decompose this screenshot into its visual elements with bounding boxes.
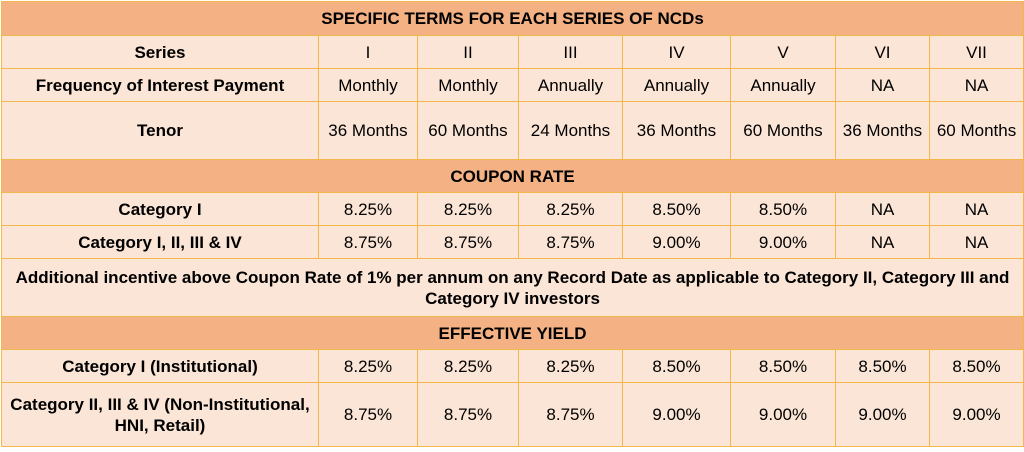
cell: Annually [622, 68, 731, 102]
row-label: Frequency of Interest Payment [1, 68, 319, 102]
cell: 8.50% [835, 349, 930, 383]
cell: 8.25% [518, 192, 623, 226]
row-label: Series [1, 35, 319, 69]
cell: 9.00% [928, 382, 1024, 447]
title-row: SPECIFIC TERMS FOR EACH SERIES OF NCDs [0, 1, 1024, 36]
cell: 8.25% [318, 349, 418, 383]
cell: 8.75% [318, 382, 418, 447]
row-label: Category I [1, 192, 319, 226]
data-row: Category II, III & IV (Non-Institutional… [1, 382, 1024, 447]
cell: 9.00% [622, 225, 731, 259]
cell: 8.75% [518, 225, 623, 259]
cell: 8.75% [417, 382, 519, 447]
cell: 9.00% [835, 382, 930, 447]
cell: 9.00% [730, 225, 836, 259]
data-row: Category I, II, III & IV 8.75% 8.75% 8.75% 9… [1, 225, 1024, 259]
cell: 8.75% [318, 225, 418, 259]
cell: 9.00% [730, 382, 836, 447]
note-row: Additional incentive above Coupon Rate o… [0, 258, 1024, 317]
cell: NA [928, 68, 1024, 102]
cell: VI [835, 35, 930, 69]
cell: 8.50% [730, 349, 836, 383]
section-title: COUPON RATE [0, 159, 1024, 193]
cell: VII [928, 35, 1024, 69]
cell: NA [835, 225, 930, 259]
cell: NA [928, 192, 1024, 226]
cell: Monthly [417, 68, 519, 102]
cell: 8.25% [417, 349, 519, 383]
cell: 60 Months [730, 101, 836, 160]
cell: 8.50% [730, 192, 836, 226]
table-title: SPECIFIC TERMS FOR EACH SERIES OF NCDs [0, 1, 1024, 36]
cell: 60 Months [928, 101, 1024, 160]
cell: Annually [518, 68, 623, 102]
cell: NA [835, 192, 930, 226]
cell: III [518, 35, 623, 69]
data-row: Category I 8.25% 8.25% 8.25% 8.50% 8.50% NA NA [1, 192, 1024, 226]
series-row: Series I II III IV V VI VII [1, 35, 1024, 69]
cell: 8.50% [622, 192, 731, 226]
cell: 9.00% [622, 382, 731, 447]
cell: 8.75% [417, 225, 519, 259]
cell: I [318, 35, 418, 69]
cell: 8.25% [417, 192, 519, 226]
data-row: Category I (Institutional) 8.25% 8.25% 8.25… [1, 349, 1024, 383]
row-label: Category I, II, III & IV [1, 225, 319, 259]
cell: Annually [730, 68, 836, 102]
cell: 8.50% [928, 349, 1024, 383]
cell: 8.75% [518, 382, 623, 447]
cell: II [417, 35, 519, 69]
cell: 24 Months [518, 101, 623, 160]
section-header-row: EFFECTIVE YIELD [0, 316, 1024, 350]
cell: Monthly [318, 68, 418, 102]
section-header-row: COUPON RATE [0, 159, 1024, 193]
cell: 60 Months [417, 101, 519, 160]
section-title: EFFECTIVE YIELD [0, 316, 1024, 350]
cell: 8.25% [318, 192, 418, 226]
cell: 36 Months [835, 101, 930, 160]
cell: 8.25% [518, 349, 623, 383]
cell: NA [835, 68, 930, 102]
row-label: Tenor [1, 101, 319, 160]
row-label: Category I (Institutional) [1, 349, 319, 383]
cell: 36 Months [318, 101, 418, 160]
data-row: Frequency of Interest Payment Monthly Mont… [1, 68, 1024, 102]
cell: IV [622, 35, 731, 69]
cell: 36 Months [622, 101, 731, 160]
section-note: Additional incentive above Coupon Rate o… [0, 258, 1024, 317]
cell: V [730, 35, 836, 69]
data-row: Tenor 36 Months 60 Months 24 Months 36 Month… [1, 101, 1024, 160]
row-label: Category II, III & IV (Non-Institutional… [1, 382, 319, 447]
cell: 8.50% [622, 349, 731, 383]
cell: NA [928, 225, 1024, 259]
